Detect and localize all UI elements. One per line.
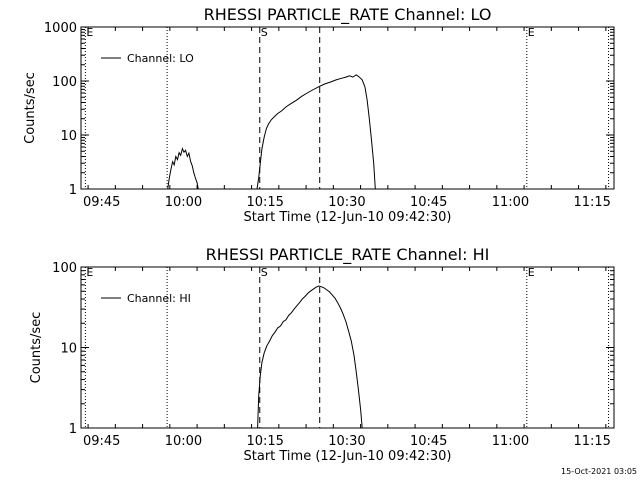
y-axis-label: Counts/sec	[23, 72, 38, 144]
x-tick-label: 11:00	[492, 195, 529, 210]
marker-label: E	[528, 266, 535, 279]
x-tick-label: 10:45	[410, 434, 447, 449]
x-tick-label: 09:45	[83, 434, 120, 449]
x-tick-label: 11:00	[492, 434, 529, 449]
marker-label: S	[261, 26, 268, 39]
y-tick-label: 1	[69, 422, 77, 437]
x-tick-label: 10:00	[165, 434, 202, 449]
series-line	[256, 74, 376, 190]
x-tick-label: 09:45	[83, 195, 120, 210]
x-axis-label: Start Time (12-Jun-10 09:42:30)	[244, 210, 452, 225]
x-tick-label: 10:30	[328, 195, 365, 210]
chart-panel-1: RHESSI PARTICLE_RATE Channel: HI E S E 09:45…	[29, 245, 615, 464]
y-tick-label: 1000	[44, 21, 77, 36]
marker-label: S	[261, 266, 268, 279]
y-tick-label: 1	[69, 183, 77, 198]
legend-label: Channel: HI	[127, 292, 191, 305]
x-tick-label: 10:30	[328, 434, 365, 449]
y-tick-label: 100	[52, 75, 77, 90]
plot-frame	[80, 26, 615, 190]
x-tick-label: 11:15	[573, 434, 610, 449]
chart-title: RHESSI PARTICLE_RATE Channel: LO	[204, 5, 492, 25]
x-tick-label: 10:00	[165, 195, 202, 210]
marker-label: E	[86, 26, 93, 39]
marker-label: E	[86, 266, 93, 279]
y-tick-label: 10	[60, 342, 77, 357]
marker-label: E	[528, 26, 535, 39]
x-tick-label: 11:15	[573, 195, 610, 210]
x-axis-label: Start Time (12-Jun-10 09:42:30)	[244, 449, 452, 464]
y-tick-label: 100	[52, 261, 77, 276]
chart-title: RHESSI PARTICLE_RATE Channel: HI	[206, 245, 490, 265]
chart-panel-0: RHESSI PARTICLE_RATE Channel: LO E S E 09:45…	[23, 5, 615, 225]
footer-timestamp: 15-Oct-2021 03:05	[561, 467, 637, 476]
x-tick-label: 10:15	[246, 434, 283, 449]
y-axis-label: Counts/sec	[29, 312, 44, 384]
y-tick-label: 10	[60, 129, 77, 144]
legend-label: Channel: LO	[127, 52, 194, 65]
series-line	[167, 147, 199, 190]
x-tick-label: 10:15	[246, 195, 283, 210]
series-line	[257, 285, 363, 429]
x-tick-label: 10:45	[410, 195, 447, 210]
